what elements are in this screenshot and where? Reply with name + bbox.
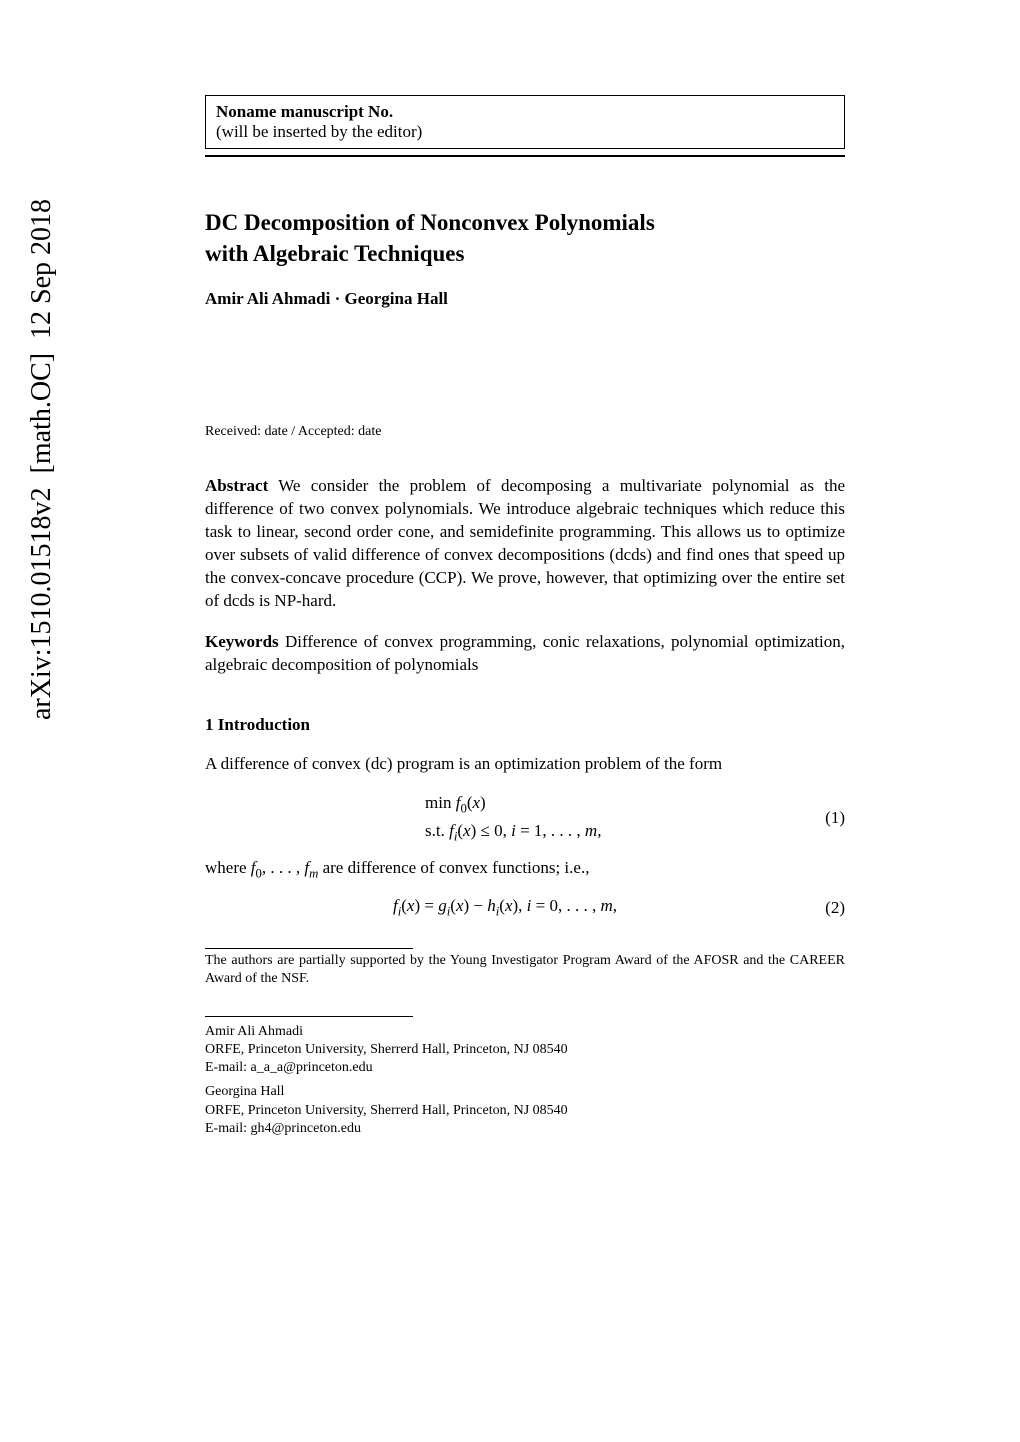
where-text: where f0, . . . , fm are difference of c…: [205, 857, 845, 883]
author-1-affiliation: ORFE, Princeton University, Sherrerd Hal…: [205, 1041, 845, 1059]
author-2-footnote: Georgina Hall ORFE, Princeton University…: [205, 1083, 845, 1138]
arxiv-stamp: arXiv:1510.01518v2 [math.OC] 12 Sep 2018: [26, 199, 58, 720]
abstract-label: Abstract: [205, 476, 268, 495]
abstract-text: We consider the problem of decomposing a…: [205, 476, 845, 610]
keywords-label: Keywords: [205, 632, 279, 651]
author-2-affiliation: ORFE, Princeton University, Sherrerd Hal…: [205, 1102, 845, 1120]
author-1-email: E-mail: a_a_a@princeton.edu: [205, 1059, 845, 1077]
author-2-email: E-mail: gh4@princeton.edu: [205, 1120, 845, 1138]
intro-paragraph: A difference of convex (dc) program is a…: [205, 753, 845, 776]
content-column: Noname manuscript No. (will be inserted …: [205, 95, 845, 1138]
footnote-rule-1: [205, 948, 413, 949]
equation-1-number: (1): [805, 808, 845, 828]
author-1-name: Amir Ali Ahmadi: [205, 1023, 845, 1041]
support-footnote: The authors are partially supported by t…: [205, 952, 845, 988]
paper-title: DC Decomposition of Nonconvex Polynomial…: [205, 207, 845, 269]
equation-2-number: (2): [805, 898, 845, 918]
manuscript-box: Noname manuscript No. (will be inserted …: [205, 95, 845, 149]
footnote-rule-2: [205, 1016, 413, 1017]
equation-1: min f0(x) s.t. fi(x) ≤ 0, i = 1, . . . ,…: [205, 790, 845, 847]
equation-2: fi(x) = gi(x) − hi(x), i = 0, . . . , m,…: [205, 896, 845, 919]
keywords: Keywords Difference of convex programmin…: [205, 631, 845, 677]
manuscript-number-label: Noname manuscript No.: [216, 102, 834, 122]
arxiv-date: 12 Sep 2018: [26, 199, 57, 339]
title-line-1: DC Decomposition of Nonconvex Polynomial…: [205, 210, 655, 235]
received-date: Received: date / Accepted: date: [205, 424, 845, 440]
equation-2-content: fi(x) = gi(x) − hi(x), i = 0, . . . , m,: [205, 896, 805, 919]
arxiv-category: [math.OC]: [26, 353, 57, 474]
keywords-text: Difference of convex programming, conic …: [205, 632, 845, 674]
arxiv-id: arXiv:1510.01518v2: [26, 487, 57, 720]
section-1-heading: 1 Introduction: [205, 715, 845, 735]
header-rule: [205, 155, 845, 157]
author-1-footnote: Amir Ali Ahmadi ORFE, Princeton Universi…: [205, 1023, 845, 1078]
title-line-2: with Algebraic Techniques: [205, 241, 464, 266]
page: arXiv:1510.01518v2 [math.OC] 12 Sep 2018…: [0, 0, 1020, 1442]
manuscript-editor-note: (will be inserted by the editor): [216, 122, 834, 142]
equation-1-content: min f0(x) s.t. fi(x) ≤ 0, i = 1, . . . ,…: [205, 790, 805, 847]
abstract: Abstract We consider the problem of deco…: [205, 475, 845, 613]
author-list: Amir Ali Ahmadi · Georgina Hall: [205, 289, 845, 309]
author-2-name: Georgina Hall: [205, 1083, 845, 1101]
